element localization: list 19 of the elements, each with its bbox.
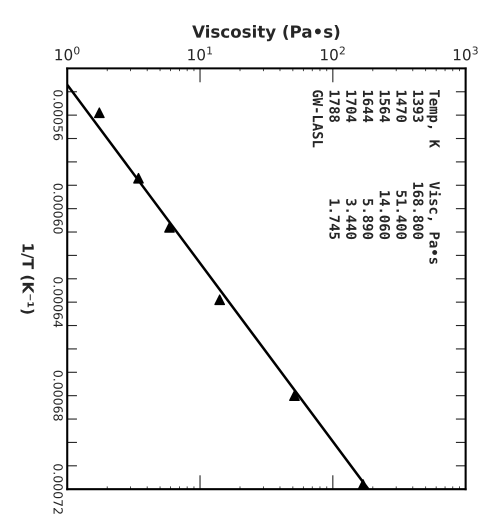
annotation: Temp, K Visc, Pa•s (426, 90, 441, 264)
y-axis-title: 1/T (K⁻¹) (20, 244, 34, 314)
annotation: GW-LASL (312, 90, 324, 148)
annotation: 1393 168.800 (412, 90, 424, 240)
annotation: 1564 14.060 (380, 90, 390, 240)
x-tick-label: 10$^{0}$ (55, 46, 80, 60)
x-axis-title: Viscosity (Pa•s) (192, 24, 340, 42)
annotation: 1704 3.440 (346, 90, 357, 240)
y-tick-label: 0.00068 (53, 370, 63, 421)
y-tick-label: 0.00064 (53, 277, 63, 328)
annotation: 1788 1.745 (329, 90, 340, 239)
y-tick-label: 0.00056 (53, 90, 63, 140)
y-tick-label: 0.00060 (53, 184, 63, 234)
annotation: 1470 51.400 (396, 90, 407, 240)
x-tick-label: 10$^{1}$ (188, 46, 212, 60)
y-tick-label: 0.00072 (53, 464, 63, 514)
x-tick-label: 10$^{2}$ (321, 46, 345, 60)
x-tick-label: 10$^{3}$ (454, 46, 478, 60)
annotation: 1644 5.890 (362, 90, 374, 240)
